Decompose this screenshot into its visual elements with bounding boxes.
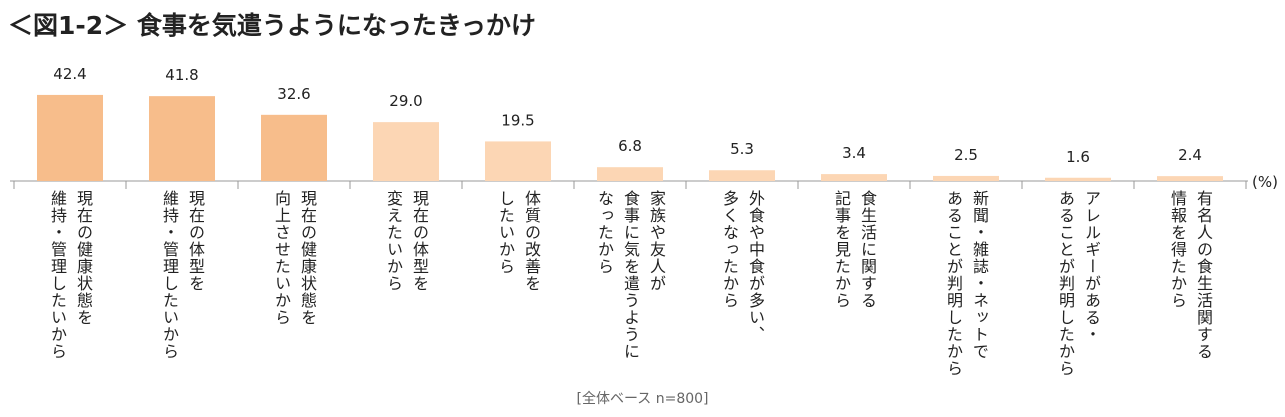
value-label: 2.5 [954,146,978,164]
value-label: 2.4 [1178,146,1202,164]
bar [261,114,327,181]
x-tick-label: 現在の健康状態を 向上させたいから [272,190,317,326]
value-label: 1.6 [1066,148,1090,166]
bar [709,170,775,181]
value-label: 29.0 [389,92,422,110]
bar [597,167,663,181]
value-label: 3.4 [842,144,866,162]
bar [373,122,439,181]
value-label: 41.8 [165,66,198,84]
x-tick-label: 現在の健康状態を 維持・管理したいから [48,190,93,360]
x-tick-label: 食生活に関する 記事を見たから [832,190,877,309]
bar [149,96,215,181]
bar [1157,176,1223,181]
x-tick-label: 現在の体型を 変えたいから [384,190,429,292]
chart-title: ＜図1-2＞ 食事を気遣うようになったきっかけ [8,11,536,40]
bar [37,94,103,181]
x-tick-label: アレルギーがある・ あることが判明したから [1056,190,1101,377]
bar [1045,177,1111,181]
x-tick-label: 現在の体型を 維持・管理したいから [160,190,205,360]
x-tick-label: 新聞・雑誌・ネットで あることが判明したから [944,190,989,377]
x-tick-label: 外食や中食が多い、 多くなったから [720,190,765,343]
bar [485,141,551,181]
value-label: 5.3 [730,140,754,158]
bar [933,175,999,181]
x-tick-label: 有名人の食生活関する 情報を得たから [1168,190,1213,360]
x-tick-label: 体質の改善を したいから [496,190,541,292]
value-label: 32.6 [277,85,310,103]
x-tick-label: 家族や友人が 食事に気を遣うように なったから [595,190,666,360]
unit-label: (%) [1252,173,1278,191]
value-label: 42.4 [53,65,86,83]
bar [821,174,887,181]
value-label: 19.5 [501,111,534,129]
value-label: 6.8 [618,137,642,155]
note: [全体ベース n=800] [576,391,709,407]
